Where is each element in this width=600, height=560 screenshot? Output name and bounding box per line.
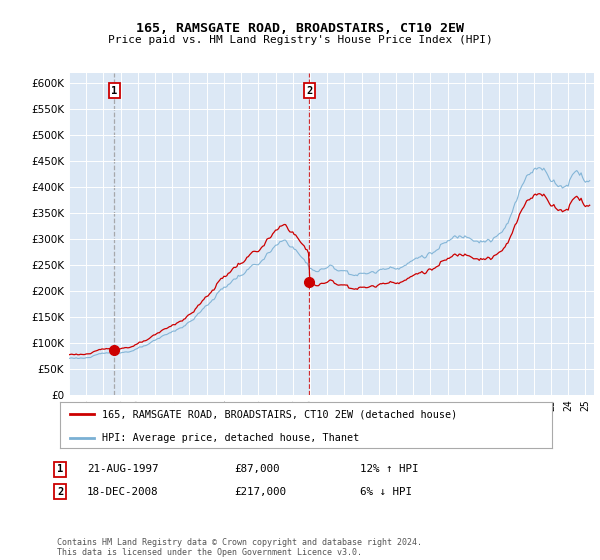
Text: 12% ↑ HPI: 12% ↑ HPI <box>360 464 419 474</box>
Text: HPI: Average price, detached house, Thanet: HPI: Average price, detached house, Than… <box>102 433 359 443</box>
Text: 6% ↓ HPI: 6% ↓ HPI <box>360 487 412 497</box>
Text: 1: 1 <box>57 464 63 474</box>
Text: 165, RAMSGATE ROAD, BROADSTAIRS, CT10 2EW: 165, RAMSGATE ROAD, BROADSTAIRS, CT10 2E… <box>136 22 464 35</box>
Text: £217,000: £217,000 <box>234 487 286 497</box>
Text: 2: 2 <box>307 86 313 96</box>
Text: £87,000: £87,000 <box>234 464 280 474</box>
Text: Contains HM Land Registry data © Crown copyright and database right 2024.
This d: Contains HM Land Registry data © Crown c… <box>57 538 422 557</box>
Text: Price paid vs. HM Land Registry's House Price Index (HPI): Price paid vs. HM Land Registry's House … <box>107 35 493 45</box>
Text: 21-AUG-1997: 21-AUG-1997 <box>87 464 158 474</box>
Text: 18-DEC-2008: 18-DEC-2008 <box>87 487 158 497</box>
Text: 2: 2 <box>57 487 63 497</box>
Text: 165, RAMSGATE ROAD, BROADSTAIRS, CT10 2EW (detached house): 165, RAMSGATE ROAD, BROADSTAIRS, CT10 2E… <box>102 409 457 419</box>
Text: 1: 1 <box>112 86 118 96</box>
